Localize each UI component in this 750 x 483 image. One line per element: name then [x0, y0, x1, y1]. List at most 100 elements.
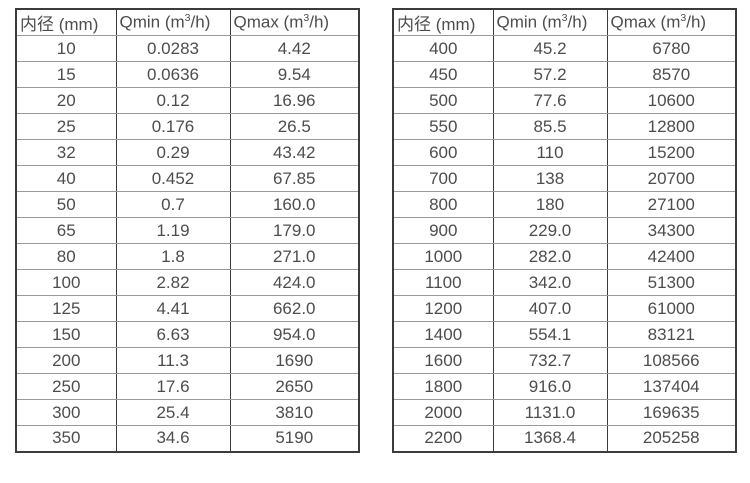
- table-cell: 200: [15, 347, 117, 374]
- table-cell: 0.0636: [115, 61, 231, 88]
- table-cell: 2200: [392, 425, 494, 452]
- header-cell: 内径 (mm): [392, 8, 494, 36]
- table-cell: 0.452: [115, 165, 231, 192]
- table-cell: 0.7: [115, 191, 231, 218]
- table-row: 550 85.5 12800: [392, 113, 737, 140]
- table-row: 10 0.0283 4.42: [15, 35, 360, 62]
- table-cell: 26.5: [229, 113, 360, 140]
- table-cell: 1.19: [115, 217, 231, 244]
- table-cell: 662.0: [229, 295, 360, 322]
- superscript-3: 3: [303, 12, 310, 25]
- table-cell: 400: [392, 35, 494, 62]
- table-cell: 6780: [606, 35, 737, 62]
- table-cell: 5190: [229, 425, 360, 452]
- table-cell: 27100: [606, 191, 737, 218]
- table-cell: 15: [15, 61, 117, 88]
- table-cell: 700: [392, 165, 494, 192]
- table-cell: 25: [15, 113, 117, 140]
- superscript-3: 3: [561, 12, 568, 25]
- table-cell: 954.0: [229, 321, 360, 348]
- table-row: 65 1.19 179.0: [15, 217, 360, 244]
- table-cell: 20700: [606, 165, 737, 192]
- table-cell: 600: [392, 139, 494, 166]
- flow-table-small-diameters: 内径 (mm) Qmin (m3/h) Qmax (m3/h) 10 0.0283 4.4…: [15, 8, 360, 453]
- header-cell: Qmax (m3/h): [606, 8, 737, 36]
- header-cell: Qmin (m3/h): [115, 8, 231, 36]
- table-cell: 50: [15, 191, 117, 218]
- table-cell: 1100: [392, 269, 494, 296]
- table-cell: 138: [492, 165, 608, 192]
- table-cell: 229.0: [492, 217, 608, 244]
- table-cell: 80: [15, 243, 117, 270]
- table-cell: 800: [392, 191, 494, 218]
- header-row: 内径 (mm) Qmin (m3/h) Qmax (m3/h): [392, 8, 737, 36]
- table-row: 1600 732.7 108566: [392, 347, 737, 374]
- table-cell: 8570: [606, 61, 737, 88]
- table-cell: 180: [492, 191, 608, 218]
- table-cell: 550: [392, 113, 494, 140]
- table-cell: 57.2: [492, 61, 608, 88]
- table-cell: 0.12: [115, 87, 231, 114]
- table-cell: 1368.4: [492, 425, 608, 452]
- table-row: 700 138 20700: [392, 165, 737, 192]
- table-cell: 900: [392, 217, 494, 244]
- table-row: 32 0.29 43.42: [15, 139, 360, 166]
- table-row: 40 0.452 67.85: [15, 165, 360, 192]
- table-cell: 342.0: [492, 269, 608, 296]
- table-cell: 350: [15, 425, 117, 452]
- header-cell: Qmax (m3/h): [229, 8, 360, 36]
- table-cell: 0.0283: [115, 35, 231, 62]
- table-cell: 16.96: [229, 87, 360, 114]
- table-cell: 0.29: [115, 139, 231, 166]
- table-cell: 51300: [606, 269, 737, 296]
- table-row: 450 57.2 8570: [392, 61, 737, 88]
- table-row: 2200 1368.4 205258: [392, 425, 737, 452]
- table-cell: 10600: [606, 87, 737, 114]
- table-cell: 300: [15, 399, 117, 426]
- table-cell: 85.5: [492, 113, 608, 140]
- table-cell: 108566: [606, 347, 737, 374]
- table-row: 900 229.0 34300: [392, 217, 737, 244]
- superscript-3: 3: [184, 12, 191, 25]
- table-cell: 100: [15, 269, 117, 296]
- table-cell: 1800: [392, 373, 494, 400]
- table-row: 1100 342.0 51300: [392, 269, 737, 296]
- table-cell: 4.41: [115, 295, 231, 322]
- table-row: 1400 554.1 83121: [392, 321, 737, 348]
- table-row: 150 6.63 954.0: [15, 321, 360, 348]
- table-cell: 45.2: [492, 35, 608, 62]
- table-cell: 32: [15, 139, 117, 166]
- table-cell: 250: [15, 373, 117, 400]
- table-cell: 10: [15, 35, 117, 62]
- table-cell: 160.0: [229, 191, 360, 218]
- table-cell: 20: [15, 87, 117, 114]
- table-row: 600 110 15200: [392, 139, 737, 166]
- table-cell: 424.0: [229, 269, 360, 296]
- superscript-3: 3: [680, 12, 687, 25]
- table-row: 80 1.8 271.0: [15, 243, 360, 270]
- table-row: 800 180 27100: [392, 191, 737, 218]
- table-cell: 83121: [606, 321, 737, 348]
- table-row: 100 2.82 424.0: [15, 269, 360, 296]
- table-cell: 3810: [229, 399, 360, 426]
- table-cell: 6.63: [115, 321, 231, 348]
- table-cell: 0.176: [115, 113, 231, 140]
- table-cell: 2650: [229, 373, 360, 400]
- table-row: 50 0.7 160.0: [15, 191, 360, 218]
- table-cell: 1600: [392, 347, 494, 374]
- table-cell: 34300: [606, 217, 737, 244]
- table-cell: 1690: [229, 347, 360, 374]
- table-cell: 1400: [392, 321, 494, 348]
- header-cell: Qmin (m3/h): [492, 8, 608, 36]
- table-cell: 1000: [392, 243, 494, 270]
- table-row: 500 77.6 10600: [392, 87, 737, 114]
- table-cell: 43.42: [229, 139, 360, 166]
- table-row: 250 17.6 2650: [15, 373, 360, 400]
- flow-table-large-diameters: 内径 (mm) Qmin (m3/h) Qmax (m3/h) 400 45.2 6780…: [392, 8, 737, 453]
- table-cell: 40: [15, 165, 117, 192]
- table-row: 400 45.2 6780: [392, 35, 737, 62]
- table-cell: 205258: [606, 425, 737, 452]
- table-row: 350 34.6 5190: [15, 425, 360, 452]
- table-cell: 65: [15, 217, 117, 244]
